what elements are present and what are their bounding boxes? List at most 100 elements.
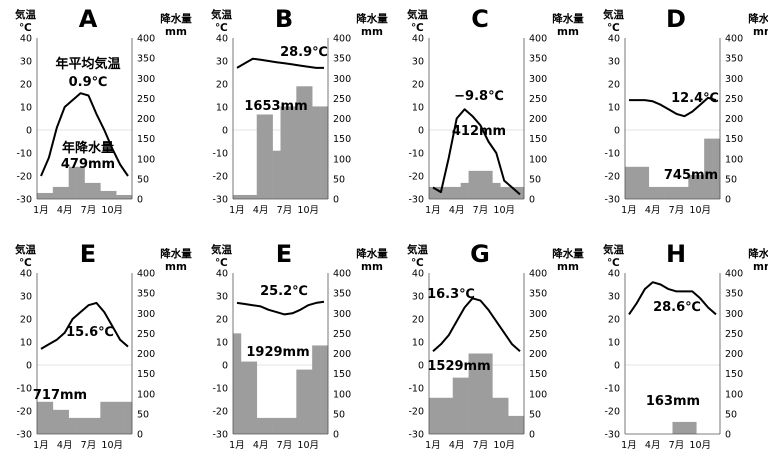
month-tick-label: 10月 xyxy=(493,440,515,451)
precip-bar xyxy=(712,138,721,199)
precip-tick-label: 400 xyxy=(529,34,547,45)
precip-bar xyxy=(288,417,297,434)
climate-chart-7: 403020100-10-20-304003503002502001501005… xyxy=(602,240,768,451)
precip-bar xyxy=(233,194,242,199)
month-tick-label: 4月 xyxy=(645,440,661,451)
precip-bar xyxy=(272,417,281,434)
precip-bar xyxy=(304,369,313,434)
precip-tick-label: 250 xyxy=(137,329,155,340)
precip-axis-title: 降水量 xyxy=(160,247,192,260)
precip-tick-label: 50 xyxy=(529,409,541,420)
precip-axis-title: 降水量 xyxy=(552,247,584,260)
month-tick-label: 7月 xyxy=(473,440,489,451)
precip-tick-label: 350 xyxy=(137,289,155,300)
precip-bar xyxy=(672,421,681,434)
temp-axis-title: 気温 xyxy=(14,243,36,256)
temp-tick-label: -20 xyxy=(16,407,32,418)
precip-tick-label: 350 xyxy=(137,54,155,65)
month-tick-label: 7月 xyxy=(669,440,685,451)
precip-tick-label: 0 xyxy=(725,195,731,206)
precip-tick-label: 50 xyxy=(333,409,345,420)
temperature-line xyxy=(629,96,717,118)
precip-tick-label: 50 xyxy=(137,174,149,185)
temp-axis-title: 気温 xyxy=(210,243,232,256)
temp-axis-unit: ℃ xyxy=(607,257,620,269)
temp-tick-label: -30 xyxy=(408,195,424,206)
temp-axis-unit: ℃ xyxy=(19,22,32,34)
chart-annotation: 年降水量 xyxy=(62,140,114,156)
month-tick-label: 7月 xyxy=(81,440,97,451)
precip-axis-unit: mm xyxy=(165,261,187,273)
precip-tick-label: 100 xyxy=(725,154,743,165)
precip-bar xyxy=(124,401,133,434)
precip-bar xyxy=(492,182,501,199)
precip-bar xyxy=(320,345,329,434)
temperature-line xyxy=(236,300,325,316)
precip-bar xyxy=(492,397,501,434)
temp-tick-label: 0 xyxy=(222,126,228,137)
temp-tick-label: 20 xyxy=(20,80,32,91)
precip-bar xyxy=(444,397,454,434)
chart-annotation: 年平均気温 xyxy=(55,56,120,72)
chart-annotation: 25.2℃ xyxy=(260,284,308,299)
precip-bar xyxy=(84,417,93,434)
temp-tick-label: -30 xyxy=(604,195,620,206)
temp-tick-label: -10 xyxy=(604,149,620,160)
temp-tick-label: 10 xyxy=(216,103,228,114)
month-tick-label: 7月 xyxy=(81,205,97,216)
temp-tick-label: 20 xyxy=(608,80,620,91)
precip-tick-label: 150 xyxy=(725,134,743,145)
precip-bar xyxy=(648,186,657,199)
precip-tick-label: 0 xyxy=(333,430,339,441)
temp-tick-label: 20 xyxy=(20,315,32,326)
precip-bar xyxy=(272,150,281,199)
precip-bar xyxy=(664,186,673,199)
temp-tick-label: -20 xyxy=(212,407,228,418)
month-tick-label: 1月 xyxy=(33,205,49,216)
precip-tick-label: 350 xyxy=(333,54,351,65)
precip-axis-title: 降水量 xyxy=(552,12,584,25)
temp-tick-label: 20 xyxy=(412,80,424,91)
precip-bar xyxy=(476,353,485,434)
temp-axis-unit: ℃ xyxy=(607,22,620,34)
precip-tick-label: 350 xyxy=(529,54,547,65)
precip-axis-unit: mm xyxy=(557,26,579,38)
climate-chart-1: 403020100-10-20-304003503002502001501005… xyxy=(210,5,388,216)
precip-bar xyxy=(296,86,305,199)
precip-axis-title: 降水量 xyxy=(748,247,768,260)
temp-tick-label: -10 xyxy=(604,384,620,395)
precip-tick-label: 350 xyxy=(725,54,743,65)
chart-annotation: 479mm xyxy=(61,157,115,172)
precip-tick-label: 300 xyxy=(529,309,547,320)
month-tick-label: 4月 xyxy=(253,205,269,216)
precip-axis-unit: mm xyxy=(557,261,579,273)
precip-bar xyxy=(304,86,313,199)
precip-bar xyxy=(92,417,101,434)
month-tick-label: 1月 xyxy=(229,205,245,216)
precip-bar xyxy=(100,401,109,434)
month-tick-label: 7月 xyxy=(277,440,293,451)
temp-axis-title: 気温 xyxy=(14,8,36,21)
temperature-line xyxy=(628,281,717,316)
precip-axis-unit: mm xyxy=(361,26,383,38)
climate-chart-4: 403020100-10-20-304003503002502001501005… xyxy=(14,240,192,451)
precip-tick-label: 300 xyxy=(529,74,547,85)
precip-tick-label: 0 xyxy=(529,430,535,441)
temp-tick-label: 10 xyxy=(216,338,228,349)
precip-bar xyxy=(264,417,273,434)
precip-axis-title: 降水量 xyxy=(356,12,388,25)
climate-chart-3: 403020100-10-20-304003503002502001501005… xyxy=(602,5,768,216)
temp-tick-label: 40 xyxy=(216,34,228,45)
precip-bar xyxy=(52,186,62,199)
precip-bar xyxy=(124,194,133,199)
temp-tick-label: 20 xyxy=(216,315,228,326)
month-tick-label: 1月 xyxy=(425,440,441,451)
precip-bar xyxy=(672,186,681,199)
temp-tick-label: -10 xyxy=(408,384,424,395)
temp-tick-label: 40 xyxy=(216,269,228,280)
chart-annotation: 1929mm xyxy=(246,345,309,360)
precip-tick-label: 150 xyxy=(725,369,743,380)
chart-annotation: −9.8℃ xyxy=(454,89,504,104)
precip-tick-label: 400 xyxy=(529,269,547,280)
precip-tick-label: 100 xyxy=(333,154,351,165)
